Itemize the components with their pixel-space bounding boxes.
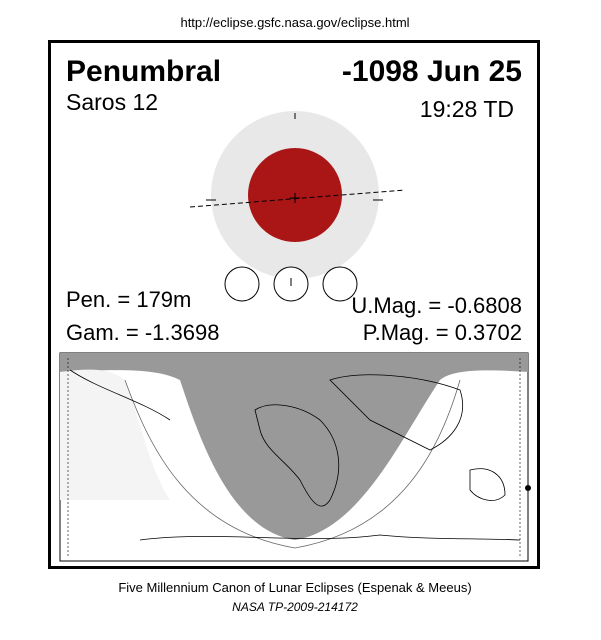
shadow-diagram [189,111,406,302]
umag: U.Mag. = -0.6808 [351,293,522,318]
coastlines [69,369,521,541]
partial-visibility [60,369,170,500]
saros: Saros 12 [66,89,158,115]
moon [322,266,358,302]
eclipse-date: -1098 Jun 25 [342,55,522,88]
no-visibility [60,353,528,540]
time: 19:28 TD [420,96,514,122]
gam: Gam. = -1.3698 [66,320,219,345]
eclipse-type: Penumbral [66,55,221,88]
pmag: P.Mag. = 0.3702 [363,320,522,345]
moon [224,266,260,302]
footer-ref: NASA TP-2009-214172 [232,600,358,614]
moon-position [525,485,531,491]
footer-title: Five Millennium Canon of Lunar Eclipses … [118,580,471,595]
limit-line [124,379,461,549]
pen: Pen. = 179m [66,287,191,312]
world-map [59,352,531,562]
url: http://eclipse.gsfc.nasa.gov/eclipse.htm… [180,15,409,30]
